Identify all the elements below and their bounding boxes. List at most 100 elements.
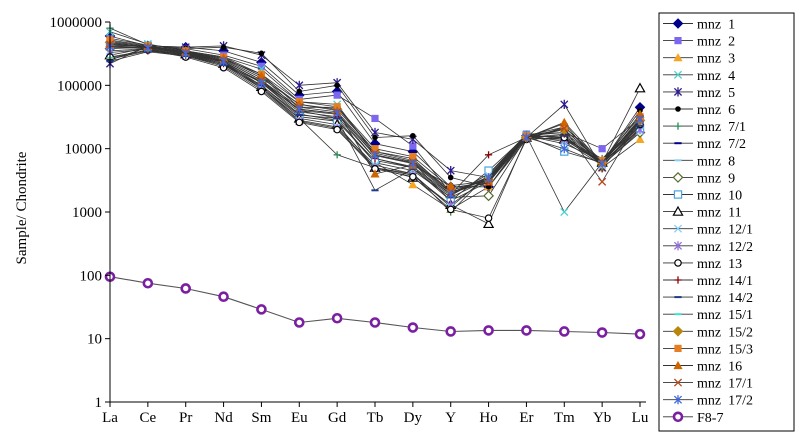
legend-label: mnz 14/1 bbox=[697, 274, 753, 289]
series-layer bbox=[104, 24, 646, 340]
point-mnz-16-tm bbox=[559, 117, 569, 126]
point-mnz-17-1-tm bbox=[560, 124, 569, 133]
legend-item-mnz-11: mnz 11 bbox=[663, 206, 742, 221]
point-mnz-15-3-dy bbox=[409, 152, 417, 161]
point-mnz-2-yb bbox=[598, 145, 606, 153]
point-mnz-17-2-ho bbox=[484, 173, 493, 183]
legend-item-mnz-14-1: mnz 14/1 bbox=[663, 274, 753, 289]
point-mnz-17-2-sm bbox=[257, 78, 266, 88]
legend-label: F8-7 bbox=[697, 411, 723, 426]
legend-item-mnz-7-1: mnz 7/1 bbox=[663, 120, 746, 135]
legend-marker bbox=[672, 171, 684, 183]
legend-marker bbox=[673, 224, 683, 233]
point-f8-7-dy bbox=[407, 322, 419, 333]
legend-marker bbox=[672, 325, 684, 337]
x-tick-label-er: Er bbox=[519, 410, 533, 426]
point-f8-7-nd bbox=[218, 291, 229, 302]
legend-marker bbox=[673, 70, 683, 79]
legend-item-mnz-14-2: mnz 14/2 bbox=[663, 291, 753, 306]
legend-item-mnz-9: mnz 9 bbox=[663, 171, 735, 186]
point-mnz-13-eu bbox=[295, 118, 304, 127]
y-tick-label: 10000 bbox=[65, 142, 103, 158]
legend-label: mnz 10 bbox=[697, 189, 742, 204]
point-mnz-17-2-ce bbox=[143, 43, 152, 53]
legend-marker bbox=[673, 53, 683, 62]
legend-item-mnz-16: mnz 16 bbox=[663, 360, 742, 375]
legend-label: mnz 7/1 bbox=[697, 120, 746, 135]
legend-item-mnz-4: mnz 4 bbox=[663, 69, 735, 84]
legend-marker bbox=[674, 344, 682, 352]
x-tick-label-pr: Pr bbox=[179, 410, 192, 426]
legend-item-f8-7: F8-7 bbox=[663, 411, 723, 426]
point-mnz-16-y bbox=[446, 181, 456, 190]
point-mnz-6-dy bbox=[410, 132, 416, 139]
legend-label: mnz 14/2 bbox=[697, 291, 753, 306]
legend-marker bbox=[673, 395, 683, 405]
legend-label: mnz 1 bbox=[697, 18, 735, 33]
legend-item-mnz-12-1: mnz 12/1 bbox=[663, 223, 753, 238]
point-mnz-13-ho bbox=[484, 214, 493, 222]
y-tick-label: 1000000 bbox=[50, 15, 103, 31]
point-mnz-11-lu bbox=[634, 82, 646, 93]
legend-item-mnz-5: mnz 5 bbox=[663, 86, 735, 101]
point-mnz-4-tm bbox=[560, 207, 569, 217]
x-tick-label-tb: Tb bbox=[367, 410, 384, 426]
point-f8-7-y bbox=[445, 326, 457, 337]
x-tick-label-sm: Sm bbox=[251, 410, 271, 426]
legend-marker bbox=[673, 378, 683, 387]
point-mnz-6-ho bbox=[485, 183, 492, 190]
legend-marker bbox=[674, 37, 682, 45]
legend-label: mnz 15/2 bbox=[697, 325, 753, 340]
legend-item-mnz-17-2: mnz 17/2 bbox=[663, 394, 753, 409]
legend-item-mnz-15-2: mnz 15/2 bbox=[663, 325, 753, 340]
legend-label: mnz 6 bbox=[697, 103, 735, 118]
legend-label: mnz 2 bbox=[697, 35, 735, 50]
legend-item-mnz-3: mnz 3 bbox=[663, 52, 735, 67]
point-mnz-17-2-tb bbox=[370, 150, 380, 161]
legend-marker bbox=[673, 241, 683, 251]
point-mnz-17-2-pr bbox=[181, 48, 190, 58]
point-mnz-17-2-er bbox=[522, 132, 531, 143]
legend-label: mnz 7/2 bbox=[697, 137, 746, 152]
point-mnz-16-tb bbox=[370, 169, 380, 178]
point-mnz-9-ho bbox=[483, 190, 495, 202]
point-mnz-6-y bbox=[447, 174, 454, 181]
legend-label: mnz 15/3 bbox=[697, 342, 753, 357]
point-f8-7-lu bbox=[634, 328, 646, 340]
point-mnz-17-2-yb bbox=[598, 159, 607, 169]
point-mnz-2-tb bbox=[371, 114, 379, 123]
point-mnz-2-sm bbox=[257, 62, 266, 70]
point-mnz-15-3-tm bbox=[560, 123, 568, 131]
x-tick-label-ce: Ce bbox=[140, 410, 157, 426]
point-mnz-5-eu bbox=[295, 80, 304, 90]
x-tick-label-yb: Yb bbox=[593, 410, 611, 426]
legend-item-mnz-2: mnz 2 bbox=[663, 35, 735, 50]
point-mnz-11-ho bbox=[482, 218, 495, 229]
legend-label: mnz 5 bbox=[697, 86, 735, 101]
legend-item-mnz-1: mnz 1 bbox=[663, 18, 735, 33]
legend-label: mnz 16 bbox=[697, 360, 742, 375]
point-mnz-6-gd bbox=[334, 82, 340, 89]
x-tick-label-gd: Gd bbox=[328, 410, 347, 426]
x-tick-label-lu: Lu bbox=[632, 410, 649, 426]
y-tick-label: 10 bbox=[87, 332, 102, 348]
point-mnz-17-2-y bbox=[446, 189, 455, 199]
point-mnz-13-sm bbox=[257, 87, 266, 96]
legend-label: mnz 11 bbox=[697, 206, 742, 221]
point-mnz-6-tb bbox=[372, 134, 378, 141]
point-mnz-17-2-dy bbox=[408, 159, 417, 169]
legend-label: mnz 8 bbox=[697, 154, 735, 169]
legend-item-mnz-15-3: mnz 15/3 bbox=[663, 342, 753, 357]
point-mnz-13-dy bbox=[409, 172, 417, 181]
y-tick-label: 100000 bbox=[57, 78, 102, 94]
y-tick-label: 1 bbox=[95, 395, 103, 411]
point-mnz-6-sm bbox=[258, 50, 265, 57]
legend-item-mnz-7-2: mnz 7/2 bbox=[663, 137, 746, 152]
legend-marker bbox=[674, 122, 682, 130]
legend-label: mnz 13 bbox=[697, 257, 742, 272]
point-mnz-6-nd bbox=[220, 44, 227, 51]
point-mnz-13-y bbox=[446, 205, 455, 214]
legend-label: mnz 12/1 bbox=[697, 223, 753, 238]
point-mnz-17-1-yb bbox=[598, 177, 607, 186]
